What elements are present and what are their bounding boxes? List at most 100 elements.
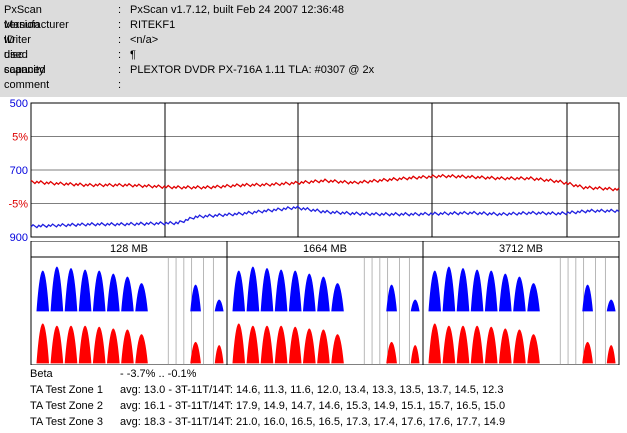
info-value: RITEKF1 [130,19,176,31]
beta-value: - -3.7% .. -0.1% [120,368,197,380]
ta-blue-peak [498,273,512,312]
stats-panel: Beta - -3.7% .. -0.1% TA Test Zone 1 avg: … [0,365,627,433]
ta-red-peak [36,323,50,364]
ta-red-peak [50,326,64,364]
info-value: PLEXTOR DVDR PX-716A 1.11 TLA: #0307 @ 2… [130,64,375,76]
ta-blue-peak [484,270,498,312]
ta-zone-value: avg: 13.0 - 3T-11T/14T: 14.6, 11.3, 11.6… [120,384,504,396]
ta-zone-label: TA Test Zone 1 [30,384,103,396]
ta-red-peak [92,326,106,364]
ta-blue-peak [288,270,302,312]
ta-red-peak [456,326,470,364]
y-tick-label: 5% [12,132,28,144]
info-colon: : [118,19,122,31]
y-tick-label: -5% [8,199,28,211]
y-tick-label: 500 [10,98,28,110]
ta-blue-peak [121,276,134,312]
ta-histogram-chart: 128 MB 1664 MB 3712 MB [30,241,620,365]
info-label: comment [4,79,50,91]
ta-blue-peak [246,266,260,312]
ta-red-peak [78,326,92,364]
ta-blue-peak [513,276,526,312]
ta-red-peak [606,345,616,364]
ta-blue-peak [274,269,288,312]
ta-zone-value: avg: 16.1 - 3T-11T/14T: 17.9, 14.9, 14.7… [120,400,506,412]
info-colon: : [118,4,122,16]
ta-blue-peak [386,284,397,312]
ta-blue-peak [410,299,420,312]
ta-red-peak [582,341,593,364]
jitter-series-line [30,205,620,229]
ta-blue-peak [428,270,442,312]
info-label: writer used [4,34,31,61]
info-value: PxScan v1.7.12, built Feb 24 2007 12:36:… [130,4,345,16]
ta-red-peak [214,345,224,364]
ta-red-peak [190,341,201,364]
info-header: PxScan version : PxScan v1.7.12, built F… [0,0,627,97]
ta-red-peak [246,326,260,364]
ta-zone-row: TA Test Zone 3 avg: 18.3 - 3T-11T/14T: 21… [30,415,505,430]
ta-blue-peak [106,273,120,312]
info-label: disc capacity [4,49,45,76]
ta-red-peak [288,326,302,364]
ta-zone-label: TA Test Zone 2 [30,400,103,412]
ta-blue-peak [302,273,316,312]
ta-red-peak [527,334,540,364]
ta-red-peak [64,326,78,364]
beta-label: Beta [30,368,53,380]
ta-blue-peak [442,266,456,312]
ta-blue-peak [36,270,50,312]
ta-blue-peak [50,266,64,312]
info-label: Manufacturer ID [4,19,69,46]
ta-red-peak [470,326,484,364]
ta-blue-peak [317,276,330,312]
info-colon: : [118,79,122,91]
ta-zone-row: TA Test Zone 1 avg: 13.0 - 3T-11T/14T: 14… [30,383,503,398]
ta-red-peak [135,334,148,364]
info-colon: : [118,49,122,61]
ta-red-peak [232,323,246,364]
ta-blue-peak [260,268,274,312]
ta-red-peak [498,328,512,364]
ta-zone-row: TA Test Zone 2 avg: 16.1 - 3T-11T/14T: 17… [30,399,505,414]
ta-red-peak [121,329,134,364]
ta-blue-peak [331,283,344,312]
ta-red-peak [302,328,316,364]
zone-label: 1664 MB [303,243,347,255]
ta-red-peak [410,345,420,364]
beta-row: Beta - -3.7% .. -0.1% [30,367,196,382]
beta-jitter-chart: 500 5% 700 -5% 900 [8,98,620,241]
ta-blue-peak [470,269,484,312]
ta-red-peak [260,326,274,364]
ta-blue-peak [214,299,224,312]
y-tick-label: 900 [10,232,28,241]
ta-blue-peak [606,299,616,312]
info-colon: : [118,34,122,46]
ta-blue-peak [135,283,148,312]
info-value: ¶ [130,49,136,61]
info-label: scanned [4,64,46,76]
zone-label: 128 MB [110,243,148,255]
y-tick-label: 700 [10,165,28,177]
ta-blue-peak [190,284,201,312]
ta-zone-value: avg: 18.3 - 3T-11T/14T: 21.0, 16.0, 16.5… [120,416,506,428]
ta-red-peak [274,326,288,364]
ta-blue-peak [78,269,92,312]
ta-blue-peak [456,268,470,312]
ta-zone-label: TA Test Zone 3 [30,416,103,428]
ta-red-peak [442,326,456,364]
info-label: PxScan version [4,4,42,31]
ta-red-peak [386,341,397,364]
ta-blue-peak [64,268,78,312]
ta-red-peak [317,329,330,364]
ta-blue-peak [527,283,540,312]
ta-red-peak [428,323,442,364]
ta-red-peak [484,326,498,364]
ta-blue-peak [232,270,246,312]
beta-series-line [30,173,620,192]
ta-blue-peak [92,270,106,312]
ta-blue-peak [582,284,593,312]
info-colon: : [118,64,122,76]
zone-label: 3712 MB [499,243,543,255]
ta-red-peak [513,329,526,364]
